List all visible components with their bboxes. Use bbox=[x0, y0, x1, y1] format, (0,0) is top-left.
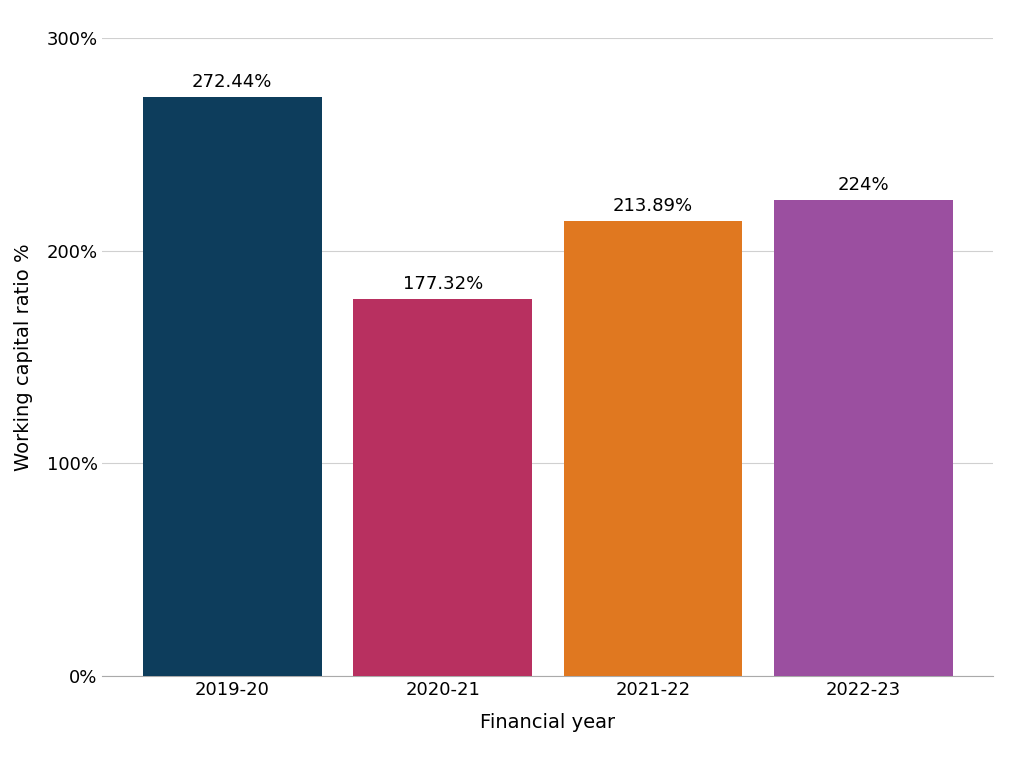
Text: 177.32%: 177.32% bbox=[402, 275, 482, 293]
Bar bbox=[143, 97, 322, 676]
Bar bbox=[774, 200, 952, 676]
Bar bbox=[563, 221, 742, 676]
Text: 213.89%: 213.89% bbox=[613, 197, 693, 215]
Bar bbox=[353, 299, 532, 676]
X-axis label: Financial year: Financial year bbox=[480, 713, 615, 732]
Y-axis label: Working capital ratio %: Working capital ratio % bbox=[13, 243, 33, 471]
Text: 272.44%: 272.44% bbox=[193, 73, 272, 91]
Text: 224%: 224% bbox=[838, 176, 889, 194]
